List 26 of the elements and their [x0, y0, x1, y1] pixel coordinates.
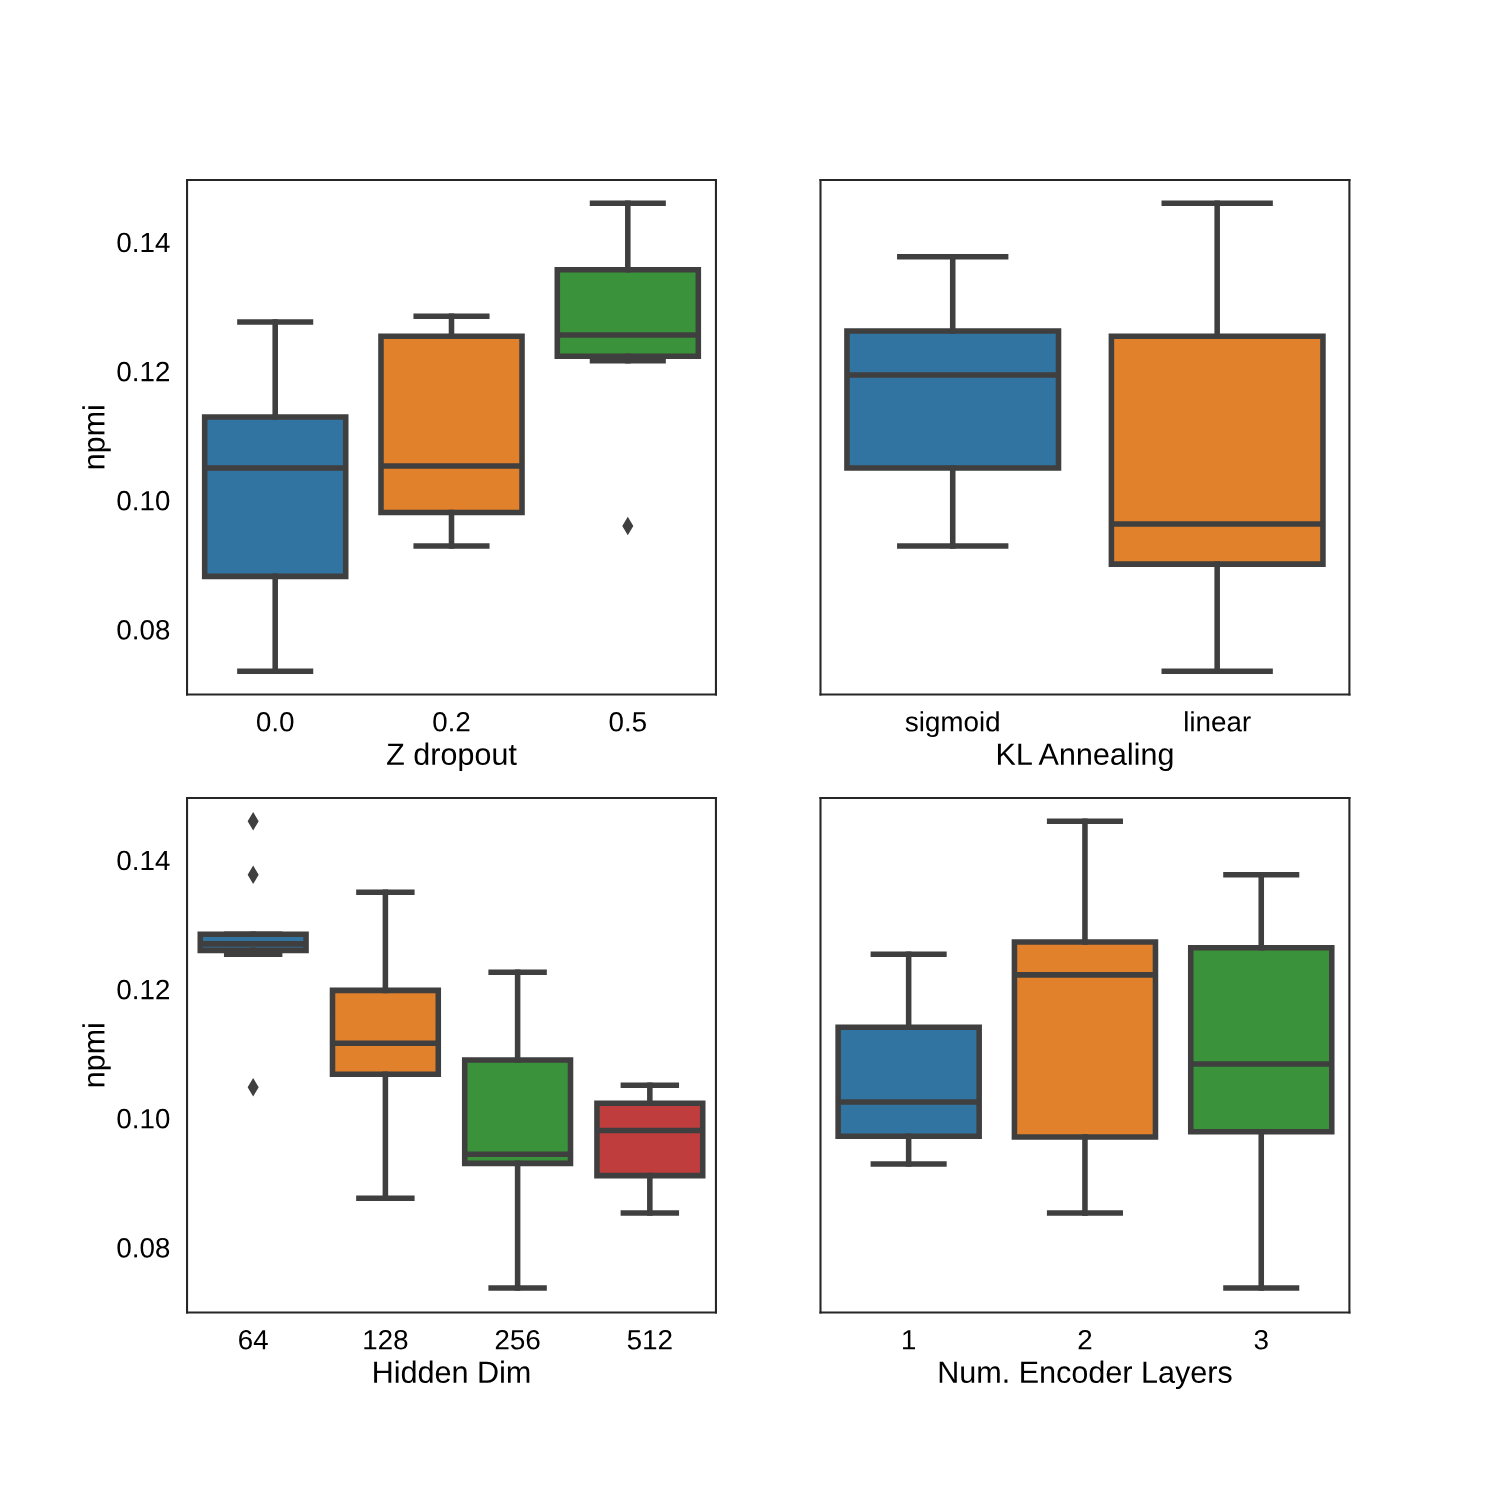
- x-tick-label: 64: [239, 1329, 268, 1350]
- y-tick-label: 0.08: [117, 1237, 170, 1258]
- x-tick-label: 2: [1078, 1329, 1092, 1350]
- y-tick-label: 0.14: [117, 232, 170, 253]
- x-axis-title: Num. Encoder Layers: [939, 1360, 1232, 1390]
- x-tick-label: 512: [627, 1329, 672, 1350]
- y-tick-label: 0.14: [117, 850, 170, 871]
- x-tick-label: 3: [1254, 1329, 1268, 1350]
- x-axis-title: KL Annealing: [997, 742, 1173, 772]
- x-tick-label: 256: [495, 1329, 540, 1350]
- x-tick-label: 128: [364, 1329, 408, 1350]
- x-axis-title: Hidden Dim: [374, 1360, 530, 1384]
- x-tick-label: sigmoid: [905, 711, 999, 738]
- x-tick-label: 0.0: [256, 711, 294, 732]
- x-axis-title: Z dropout: [387, 742, 517, 772]
- y-tick-label: 0.10: [117, 1108, 170, 1129]
- y-tick-label: 0.08: [117, 619, 170, 640]
- y-tick-label: 0.10: [117, 490, 170, 511]
- x-tick-label: 0.5: [609, 711, 646, 732]
- x-tick-label: 0.2: [433, 711, 470, 732]
- x-tick-label: 1: [903, 1330, 916, 1350]
- y-tick-label: 0.12: [117, 361, 169, 382]
- y-tick-label: 0.12: [117, 979, 169, 1000]
- y-axis-title: npmi: [82, 406, 111, 469]
- x-tick-label: linear: [1185, 711, 1251, 732]
- y-axis-title: npmi: [82, 1024, 111, 1087]
